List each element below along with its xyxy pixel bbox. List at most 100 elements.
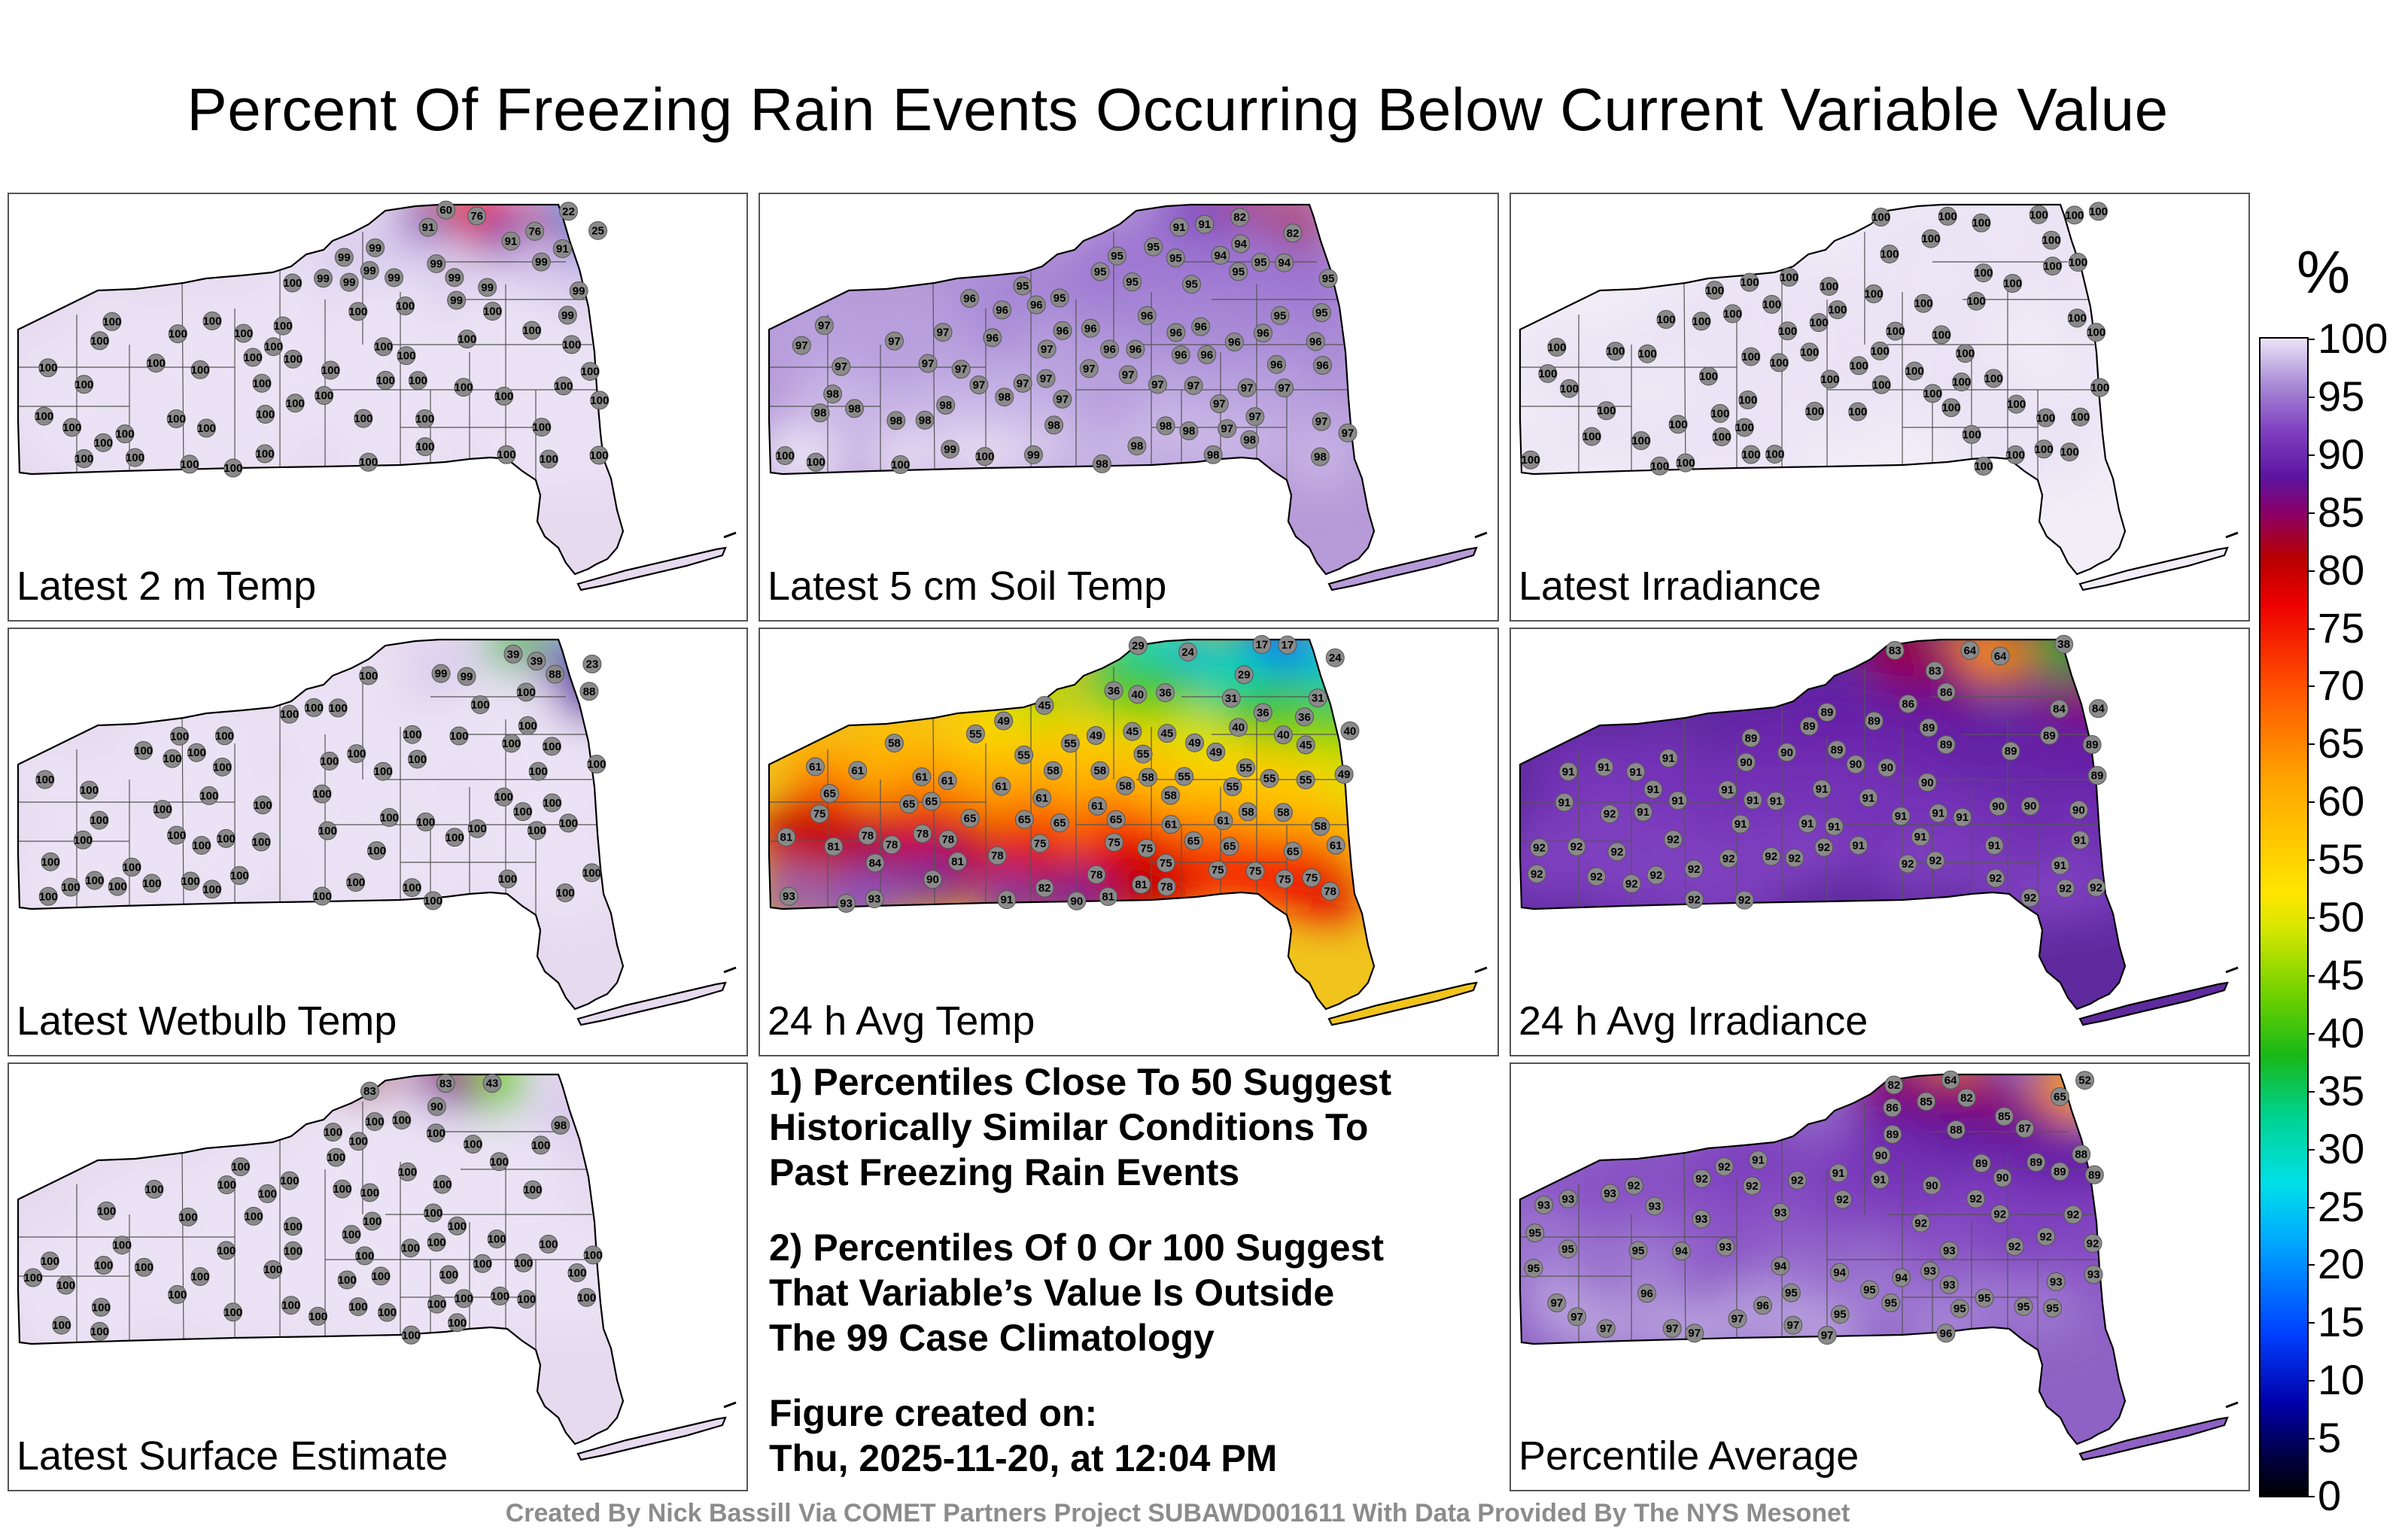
station-marker: 78 bbox=[987, 846, 1007, 865]
station-dot bbox=[810, 403, 830, 423]
colorbar-tick-mark bbox=[2307, 1380, 2315, 1382]
station-value: 96 bbox=[1270, 358, 1283, 371]
station-value: 100 bbox=[458, 333, 476, 346]
station-marker: 100 bbox=[320, 751, 339, 771]
station-dot bbox=[779, 886, 798, 906]
station-value: 92 bbox=[2087, 1237, 2099, 1250]
station-marker: 91 bbox=[1555, 792, 1574, 812]
station-dot bbox=[251, 832, 271, 852]
station-dot bbox=[1962, 424, 1981, 444]
station-value: 91 bbox=[1752, 1154, 1765, 1167]
station-value: 100 bbox=[392, 1114, 411, 1127]
station-marker: 99 bbox=[1023, 445, 1043, 464]
station-value: 100 bbox=[1741, 448, 1760, 461]
station-dot bbox=[1296, 735, 1315, 755]
station-marker: 81 bbox=[1132, 874, 1151, 894]
station-dot bbox=[1558, 761, 1578, 781]
station-dot bbox=[1182, 275, 1202, 294]
station-dot bbox=[1650, 456, 1670, 476]
station-value: 90 bbox=[1780, 746, 1793, 759]
station-marker: 97 bbox=[1036, 369, 1056, 388]
station-marker: 40 bbox=[1229, 718, 1248, 737]
station-value: 100 bbox=[305, 701, 324, 714]
station-marker: 100 bbox=[409, 371, 427, 391]
station-dot bbox=[1829, 1163, 1848, 1183]
station-value: 100 bbox=[376, 374, 395, 387]
station-marker: 100 bbox=[523, 1180, 542, 1199]
station-dot bbox=[546, 664, 565, 684]
station-value: 92 bbox=[1667, 834, 1680, 847]
station-marker: 83 bbox=[360, 1081, 379, 1101]
station-marker: 100 bbox=[168, 1284, 187, 1304]
station-dot bbox=[1645, 1196, 1665, 1216]
colorbar-tick-mark bbox=[2307, 974, 2315, 977]
station-dot bbox=[1156, 416, 1175, 436]
station-marker: 100 bbox=[514, 1253, 533, 1272]
station-marker: 97 bbox=[1662, 1319, 1682, 1339]
station-dot bbox=[1864, 711, 1884, 731]
station-marker: 100 bbox=[1972, 213, 1990, 233]
station-dot bbox=[318, 821, 337, 840]
station-dot bbox=[458, 330, 477, 349]
colorbar-tick-label: 65 bbox=[2318, 719, 2365, 768]
station-marker: 86 bbox=[1883, 1098, 1902, 1117]
station-value: 96 bbox=[1316, 359, 1329, 372]
station-dot bbox=[424, 1203, 443, 1223]
station-marker: 96 bbox=[1166, 323, 1186, 342]
station-marker: 31 bbox=[1221, 688, 1241, 708]
station-value: 92 bbox=[1902, 858, 1914, 871]
station-value: 96 bbox=[1200, 348, 1213, 361]
station-marker: 99 bbox=[431, 664, 451, 683]
station-value: 23 bbox=[586, 658, 599, 670]
station-dot bbox=[1780, 267, 1799, 287]
station-dot bbox=[436, 200, 456, 220]
station-marker: 92 bbox=[1926, 851, 1945, 871]
station-value: 95 bbox=[1632, 1245, 1645, 1257]
station-marker: 78 bbox=[1321, 882, 1340, 901]
station-marker: 65 bbox=[2050, 1087, 2069, 1106]
station-value: 75 bbox=[813, 807, 826, 820]
station-dot bbox=[1986, 868, 2005, 888]
station-marker: 91 bbox=[1766, 792, 1786, 811]
station-marker: 100 bbox=[416, 812, 435, 831]
station-value: 99 bbox=[450, 294, 463, 307]
station-value: 100 bbox=[415, 413, 434, 426]
station-marker: 98 bbox=[551, 1115, 570, 1135]
station-dot bbox=[214, 726, 234, 746]
station-marker: 100 bbox=[1850, 356, 1868, 375]
station-value: 92 bbox=[1788, 852, 1801, 865]
station-dot bbox=[1099, 887, 1118, 907]
station-value: 100 bbox=[252, 377, 271, 390]
station-value: 100 bbox=[327, 1151, 345, 1164]
station-value: 100 bbox=[1963, 428, 1981, 441]
station-dot bbox=[74, 375, 94, 394]
station-dot bbox=[1637, 344, 1657, 363]
station-marker: 95 bbox=[1090, 262, 1110, 281]
station-marker: 94 bbox=[1892, 1268, 1911, 1287]
station-dot bbox=[62, 418, 82, 437]
station-marker: 82 bbox=[1884, 1075, 1904, 1095]
station-value: 93 bbox=[2050, 1275, 2063, 1288]
station-value: 92 bbox=[1625, 877, 1638, 890]
station-value: 92 bbox=[1817, 841, 1830, 854]
station-marker: 90 bbox=[1993, 1168, 2012, 1187]
station-dot bbox=[1828, 300, 1847, 320]
station-marker: 65 bbox=[1014, 810, 1034, 829]
station-marker: 100 bbox=[90, 810, 108, 830]
station-dot bbox=[1891, 807, 1911, 826]
station-dot bbox=[346, 873, 366, 892]
colorbar-tick-mark bbox=[2307, 859, 2315, 862]
station-value: 100 bbox=[363, 1215, 382, 1228]
station-value: 78 bbox=[917, 828, 929, 840]
station-marker: 97 bbox=[1013, 373, 1032, 393]
station-marker: 91 bbox=[501, 232, 521, 251]
station-marker: 100 bbox=[1780, 267, 1799, 287]
station-value: 92 bbox=[1722, 853, 1735, 865]
station-dot bbox=[1849, 835, 1868, 855]
station-marker: 98 bbox=[995, 388, 1014, 407]
station-marker: 100 bbox=[223, 1302, 242, 1322]
station-marker: 39 bbox=[503, 644, 523, 664]
station-dot bbox=[2039, 725, 2059, 745]
station-marker: 98 bbox=[1179, 421, 1199, 441]
station-marker: 100 bbox=[1886, 321, 1905, 341]
